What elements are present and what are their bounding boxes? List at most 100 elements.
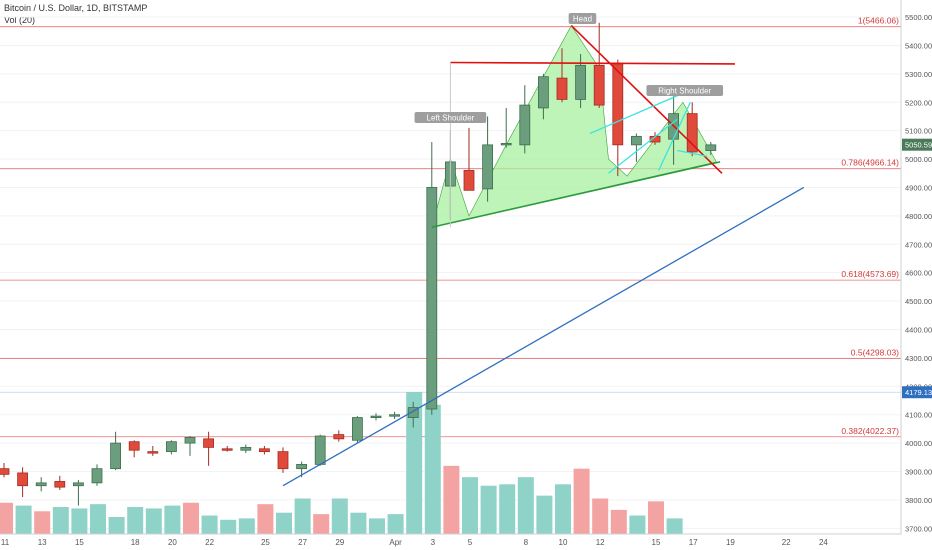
volume-bar — [164, 505, 181, 534]
date-tick-label: 24 — [819, 538, 828, 547]
candle-body — [203, 438, 215, 448]
date-tick-label: 13 — [38, 538, 47, 547]
fib-label: 0.382(4022.37) — [841, 426, 899, 436]
volume-bar — [573, 468, 590, 534]
volume-bar — [666, 518, 683, 534]
candle-body — [73, 482, 84, 487]
price-axis: 3700.003800.003900.004000.004100.004200.… — [900, 0, 932, 550]
fib-label: 0.618(4573.69) — [841, 269, 899, 279]
price-tick-label: 4500.00 — [905, 297, 932, 306]
candle-body — [128, 441, 140, 451]
price-tag: 4179.13 — [905, 388, 932, 397]
volume-indicator-label[interactable]: Vol (20) — [4, 15, 36, 25]
descending-resistance-line — [570, 24, 723, 174]
left-shoulder-label-text: Left Shoulder — [427, 114, 475, 123]
fib-label: 1(5466.06) — [858, 16, 899, 26]
price-tick-label: 4600.00 — [905, 269, 932, 278]
date-tick-label: 22 — [205, 538, 214, 547]
symbol-title: Bitcoin / U.S. Dollar, 1D, BITSTAMP — [4, 3, 148, 13]
date-tick-label: 8 — [524, 538, 529, 547]
price-tick-label: 4900.00 — [905, 183, 932, 192]
volume-bar — [499, 484, 516, 534]
price-tick-label: 4000.00 — [905, 439, 932, 448]
price-tag-bg — [902, 386, 932, 399]
volume-bar — [331, 498, 348, 534]
candle-body — [575, 64, 586, 100]
date-tick-label: 11 — [1, 538, 10, 547]
date-tick-label: 10 — [559, 538, 568, 547]
price-tick-label: 4300.00 — [905, 354, 932, 363]
volume-bar — [369, 518, 385, 534]
candle-body — [705, 144, 717, 151]
candle-body — [165, 441, 177, 453]
candle-body — [240, 446, 252, 451]
volume-bar — [592, 498, 609, 534]
volume-bar — [610, 509, 627, 534]
volume-bar — [648, 501, 664, 534]
date-tick-label: 17 — [689, 538, 698, 547]
volume-bar — [34, 511, 51, 534]
volume-bar — [238, 518, 255, 534]
date-tick-label: 15 — [75, 538, 84, 547]
price-tick-label: 5500.00 — [905, 13, 932, 22]
volume-bar — [145, 508, 162, 534]
date-tick-label: 22 — [782, 538, 791, 547]
candle-body — [0, 468, 10, 475]
date-tick-label: 25 — [261, 538, 270, 547]
volume-bar — [424, 404, 441, 534]
fib-label: 0.5(4298.03) — [851, 347, 899, 357]
price-tick-label: 5200.00 — [905, 98, 932, 107]
channel-line — [677, 149, 708, 157]
candle-body — [686, 113, 698, 153]
right-shoulder-label-bg — [646, 85, 724, 96]
right-shoulder-label-text: Right Shoulder — [658, 87, 711, 96]
price-tick-label: 5300.00 — [905, 70, 932, 79]
left-shoulder-label: Left Shoulder — [414, 112, 487, 123]
price-tick-label: 4700.00 — [905, 240, 932, 249]
candle-body — [593, 64, 605, 106]
price-tick-label: 5400.00 — [905, 41, 932, 50]
volume-bar — [90, 504, 106, 534]
candle-body — [389, 414, 401, 417]
price-tick-label: 5100.00 — [905, 127, 932, 136]
volume-bar — [108, 516, 125, 534]
price-tick-label: 3800.00 — [905, 496, 932, 505]
candle-body — [351, 417, 363, 441]
price-tag-bg — [902, 138, 932, 151]
volume-bar — [517, 477, 534, 534]
volume-bar — [350, 512, 367, 534]
candle-body — [54, 481, 66, 488]
grid-layer — [0, 16, 901, 529]
volume-bar — [201, 515, 218, 534]
price-tick-label: 4800.00 — [905, 212, 932, 221]
volume-bar — [0, 502, 13, 534]
date-tick-label: 15 — [652, 538, 661, 547]
date-axis: 11 13 15 18 20 22 25 27 29 Apr 3 5 8 10 12 15 17 19 22 24 — [0, 533, 901, 547]
price-tick-label: 4100.00 — [905, 411, 932, 420]
date-tick-label: 29 — [335, 538, 344, 547]
candle-body — [17, 472, 29, 487]
candle-body — [370, 415, 382, 419]
volume-bar — [71, 508, 88, 534]
candle-body — [277, 451, 289, 470]
volume-bar — [183, 502, 199, 534]
head-label-text: Head — [573, 15, 592, 24]
channel-line — [589, 90, 689, 135]
date-tick-label: 18 — [131, 538, 140, 547]
head-label-bg — [568, 13, 597, 24]
volume-bar — [536, 495, 553, 534]
volume-bars — [0, 391, 683, 534]
date-tick-label: 5 — [468, 538, 473, 547]
candle-body — [221, 448, 233, 451]
candle-body — [314, 435, 326, 465]
neckline — [431, 161, 721, 229]
fib-label: 0.786(4966.14) — [841, 158, 899, 168]
candle-body — [333, 434, 345, 440]
resistance-line — [450, 61, 735, 65]
volume-bar — [443, 465, 460, 534]
price-tick-label: 3700.00 — [905, 524, 932, 533]
volume-bar — [629, 515, 646, 534]
candle-body — [110, 442, 121, 470]
date-tick-label: 12 — [596, 538, 605, 547]
